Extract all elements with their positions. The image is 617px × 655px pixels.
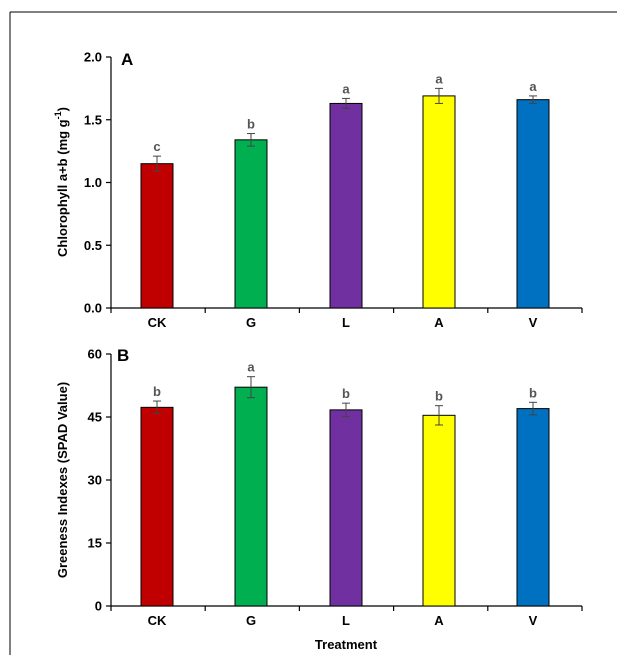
panel-b-bar-g [234,386,268,607]
panel-b-y-tick-label: 0 [95,599,102,614]
panel-b-significance-letter: b [342,386,350,401]
panel-b-label: B [117,346,129,365]
panel-b-x-tick-label: V [529,613,538,628]
panel-a-ylabel-superscript: -1 [53,111,63,119]
panel-b-x-tick-label: L [342,613,350,628]
panel-a-x-tick-label: A [434,315,444,330]
panel-a-bar-ck [140,163,174,309]
panel-a-x-tick-label: G [246,315,256,330]
panel-b-y-axis-title: Greeness Indexes (SPAD Value) [55,382,70,578]
panel-b-significance-letter: b [435,389,443,404]
panel-b-chart: 0 15 30 45 60 CK G L A V b a b b b B Greeness Indexes… [55,346,583,652]
panel-a-bar-a [422,95,456,309]
panel-b-y-tick-label: 15 [88,536,102,551]
panel-b-y-tick-label: 60 [88,347,102,362]
panel-a-y-tick-label: 0.0 [84,301,102,316]
panel-a-y-tick-label: 0.5 [84,238,102,253]
panel-a-x-tick-label: CK [148,315,167,330]
panel-b-bar-ck [140,406,174,607]
panel-b-bar-v [516,408,550,607]
panel-a-x-tick-label: L [342,315,350,330]
panel-a-ylabel-text: Chlorophyll a+b (mg g [55,119,70,257]
panel-b-bar-a [422,414,456,607]
panel-a-x-tick-label: V [529,315,538,330]
panel-b-significance-letter: a [247,360,255,375]
panel-b-y-tick-label: 45 [88,410,102,425]
panel-b-x-tick-label: A [434,613,444,628]
panel-a-significance-letter: a [435,71,443,86]
panel-a-significance-letter: b [247,117,255,132]
panel-b-significance-letter: b [153,384,161,399]
panel-a-chart: 0.0 0.5 1.0 1.5 2.0 CK G L A V c b a a a A Chlorophyl… [53,50,583,330]
panel-b-x-tick-label: CK [148,613,167,628]
panel-a-y-axis-title: Chlorophyll a+b (mg g-1) [53,107,70,257]
panel-a-bars: c b a a a [140,71,550,309]
panel-a-significance-letter: a [529,79,537,94]
panel-b-ticks: 0 15 30 45 60 CK G L A V [88,347,583,628]
panel-b-significance-letter: b [529,385,537,400]
panel-a-bar-v [516,99,550,309]
panel-a-bar-l [329,102,363,309]
panel-a-y-tick-label: 1.5 [84,112,102,127]
panel-a-bar-g [234,139,268,309]
panel-b-x-axis-title: Treatment [315,637,378,652]
panel-a-significance-letter: a [342,81,350,96]
panel-b-y-tick-label: 30 [88,473,102,488]
panel-a-ticks: 0.0 0.5 1.0 1.5 2.0 CK G L A V [84,50,583,330]
panel-a-significance-letter: c [153,139,160,154]
panel-b-bars: b a b b b [140,360,550,607]
panel-a-ylabel-close: ) [55,107,70,111]
panel-a-y-tick-label: 1.0 [84,175,102,190]
panel-b-x-tick-label: G [246,613,256,628]
panel-a-y-tick-label: 2.0 [84,50,102,65]
panel-b-bar-l [329,409,363,607]
panel-a-label: A [121,50,133,69]
